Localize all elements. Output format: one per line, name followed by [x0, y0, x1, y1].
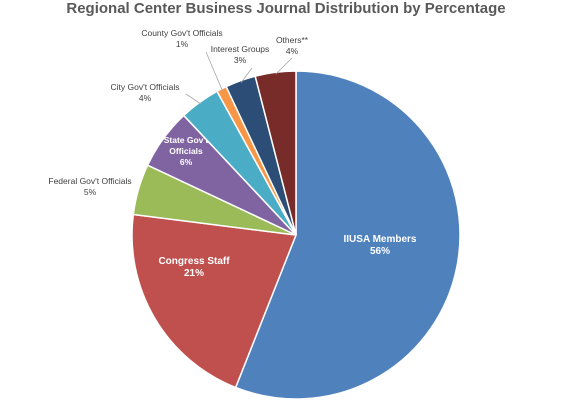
leader-line-city-gov-t-officials: [185, 93, 202, 105]
pie-value-label-others: 4%: [286, 46, 299, 56]
pie-label-state-gov-t-officials: Officials: [169, 146, 203, 156]
leader-line-interest-groups: [240, 67, 253, 83]
pie-value-label-federal-gov-t-officials: 5%: [84, 187, 97, 197]
pie-label-iiusa-members: IIUSA Members: [344, 234, 417, 245]
pie-slice-iiusa-members: [234, 70, 461, 400]
leader-line-county-gov-t-officials: [205, 51, 223, 91]
leader-line-others: [275, 57, 293, 75]
pie-label-congress-staff: Congress Staff: [158, 256, 230, 267]
pie-value-label-state-gov-t-officials: 6%: [180, 157, 193, 167]
pie-slice-congress-staff: [131, 213, 298, 389]
pie-value-label-iiusa-members: 56%: [370, 246, 390, 257]
pie-label-city-gov-t-officials: City Gov't Officials: [110, 82, 179, 92]
pie-label-others: Others**: [276, 35, 309, 45]
chart-title: Regional Center Business Journal Distrib…: [66, 0, 506, 17]
pie-value-label-congress-staff: 21%: [184, 268, 204, 279]
pie-label-interest-groups: Interest Groups: [211, 44, 270, 54]
pie-slice-others: [254, 70, 297, 236]
pie-value-label-interest-groups: 3%: [234, 55, 247, 65]
pie-label-state-gov-t-officials: State Gov't: [164, 135, 209, 145]
pie-value-label-city-gov-t-officials: 4%: [139, 93, 152, 103]
pie-label-federal-gov-t-officials: Federal Gov't Officials: [48, 176, 131, 186]
pie-value-label-county-gov-t-officials: 1%: [176, 39, 189, 49]
pie-label-county-gov-t-officials: County Gov't Officials: [141, 28, 222, 38]
